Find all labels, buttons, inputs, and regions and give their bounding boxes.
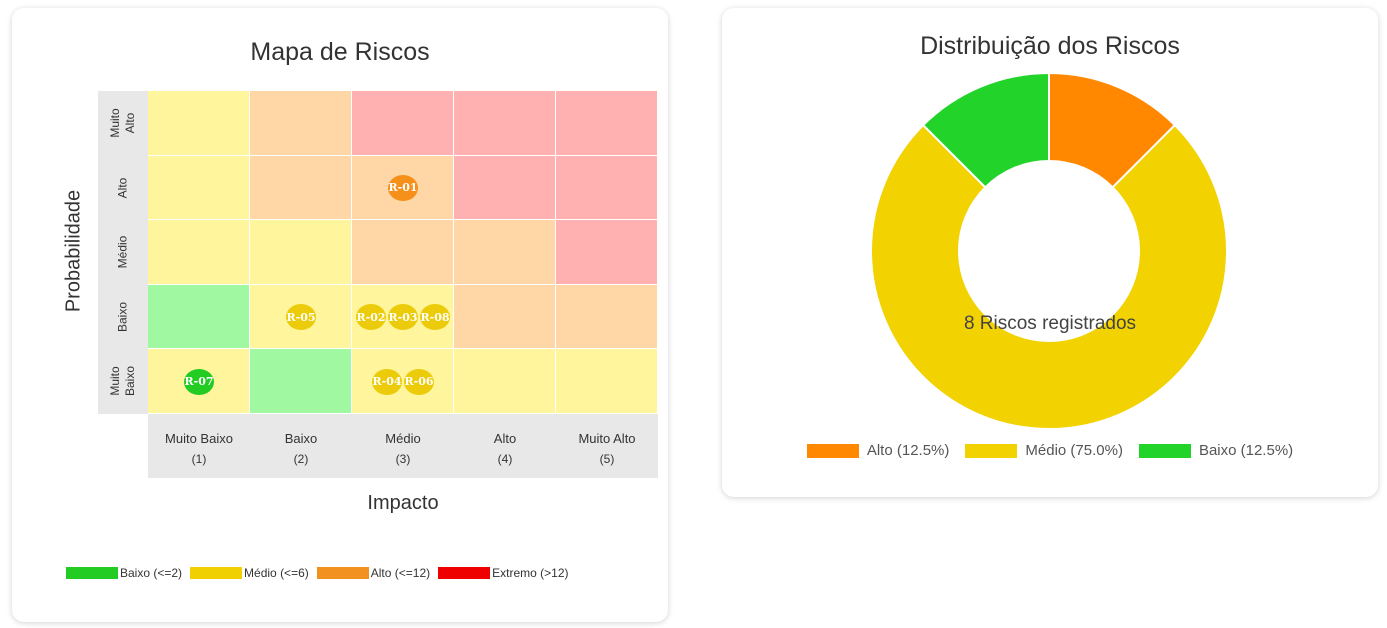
risk-matrix-grid: R-01 R-02 R-03 R-08 R-04 R-06 R-05 R-07 <box>148 91 658 414</box>
legend-label: Alto (<=12) <box>370 566 431 580</box>
impact-tick-name: Muito Baixo <box>165 431 233 446</box>
risk-marker-r-07[interactable]: R-07 <box>184 368 214 395</box>
matrix-cell <box>556 284 658 350</box>
impact-tick-name: Muito Alto <box>578 431 636 446</box>
risk-map-legend: Baixo (<=2) Médio (<=6) Alto (<=12) Extremo… <box>66 566 576 580</box>
legend-swatch <box>316 567 369 579</box>
donut-slice-medio[interactable] <box>870 123 1228 430</box>
matrix-cell <box>556 91 658 156</box>
risk-map-title: Mapa de Riscos <box>250 38 430 66</box>
matrix-cell <box>556 155 658 221</box>
probability-tick-label: Muito Baixo <box>98 349 148 413</box>
matrix-cell <box>352 349 454 414</box>
risk-marker-r-06[interactable]: R-06 <box>404 368 434 395</box>
impact-tick-name: Médio <box>385 431 421 446</box>
probability-tick-text: Muito Baixo <box>108 366 137 397</box>
matrix-cell <box>250 91 352 156</box>
legend-label: Médio (<=6) <box>244 566 309 580</box>
donut-legend-item[interactable]: Baixo (12.5%) <box>1138 442 1294 459</box>
risk-distribution-card: Distribuição dos Riscos 8 Riscos registr… <box>722 8 1378 497</box>
matrix-cell <box>556 220 658 285</box>
legend-label: Alto (12.5%) <box>866 442 950 459</box>
impact-tick-value: (3) <box>395 452 411 466</box>
matrix-cell <box>250 155 352 221</box>
impact-labels: Muito Baixo (1) Baixo (2) Médio (3) Alto (4) Mui… <box>148 414 658 478</box>
legend-swatch <box>438 567 491 579</box>
risk-map-legend-item: Alto (<=12) <box>316 566 431 580</box>
impact-axis-label: Impacto <box>367 492 439 514</box>
donut-legend-item[interactable]: Médio (75.0%) <box>965 442 1123 459</box>
legend-swatch <box>1138 443 1191 458</box>
risk-map-legend-item: Baixo (<=2) <box>66 566 182 580</box>
legend-label: Baixo (12.5%) <box>1198 442 1294 459</box>
risk-marker-r-08[interactable]: R-08 <box>420 304 450 331</box>
matrix-cell <box>352 91 454 156</box>
risk-map-legend-item: Médio (<=6) <box>190 566 309 580</box>
matrix-cell <box>454 349 556 414</box>
probability-tick-label: Muito Alto <box>98 91 148 155</box>
legend-label: Extremo (>12) <box>492 566 569 580</box>
impact-tick-label: Médio (3) <box>352 414 454 478</box>
probability-labels: Muito Alto Alto Médio Baixo Muito Baixo <box>98 91 148 414</box>
matrix-cell <box>148 91 250 156</box>
donut-slice-baixo[interactable] <box>921 71 1050 189</box>
matrix-cell <box>250 349 352 414</box>
probability-tick-text: Baixo <box>115 301 130 332</box>
risk-marker-r-01[interactable]: R-01 <box>388 174 418 201</box>
matrix-cell <box>454 155 556 221</box>
matrix-cell <box>148 284 250 350</box>
probability-tick-label: Baixo <box>98 285 148 349</box>
matrix-cell <box>148 155 250 221</box>
risk-map-legend-item: Extremo (>12) <box>438 566 568 580</box>
donut-legend-item[interactable]: Alto (12.5%) <box>806 442 950 459</box>
probability-tick-label: Alto <box>98 156 148 220</box>
probability-tick-text: Médio <box>115 235 130 269</box>
impact-tick-label: Muito Alto (5) <box>556 414 658 478</box>
matrix-cell <box>352 220 454 285</box>
matrix-cell <box>556 349 658 414</box>
donut-chart <box>870 71 1228 430</box>
matrix-cell <box>454 91 556 156</box>
matrix-cell <box>454 220 556 285</box>
legend-label: Médio (75.0%) <box>1025 442 1123 459</box>
probability-tick-text: Alto <box>115 177 130 198</box>
probability-axis-label: Probabilidade <box>62 189 85 313</box>
matrix-cell <box>454 284 556 350</box>
matrix-cell <box>148 220 250 285</box>
probability-tick-label: Médio <box>98 220 148 284</box>
legend-swatch <box>66 567 118 579</box>
legend-swatch <box>190 567 243 579</box>
donut-center-text: 8 Riscos registrados <box>963 313 1137 334</box>
impact-tick-label: Alto (4) <box>454 414 556 478</box>
impact-tick-label: Baixo (2) <box>250 414 352 478</box>
impact-tick-value: (5) <box>599 452 615 466</box>
impact-tick-value: (1) <box>191 452 207 466</box>
impact-tick-name: Baixo <box>284 431 318 446</box>
donut-legend: Alto (12.5%) Médio (75.0%) Baixo (12.5%) <box>722 442 1378 459</box>
probability-tick-text: Muito Alto <box>108 108 137 138</box>
legend-swatch <box>965 443 1018 458</box>
risk-map-card: Mapa de Riscos Probabilidade Muito Alto A… <box>12 8 668 622</box>
legend-swatch <box>806 443 859 458</box>
risk-distribution-title: Distribuição dos Riscos <box>920 32 1180 60</box>
impact-tick-value: (4) <box>497 452 513 466</box>
risk-marker-r-04[interactable]: R-04 <box>372 368 402 395</box>
risk-marker-r-05[interactable]: R-05 <box>286 304 316 331</box>
risk-marker-r-02[interactable]: R-02 <box>356 304 386 331</box>
impact-tick-name: Alto <box>493 431 517 446</box>
legend-label: Baixo (<=2) <box>120 566 183 580</box>
impact-tick-label: Muito Baixo (1) <box>148 414 250 478</box>
risk-marker-r-03[interactable]: R-03 <box>388 304 418 331</box>
matrix-cell <box>250 220 352 285</box>
impact-tick-value: (2) <box>293 452 309 466</box>
